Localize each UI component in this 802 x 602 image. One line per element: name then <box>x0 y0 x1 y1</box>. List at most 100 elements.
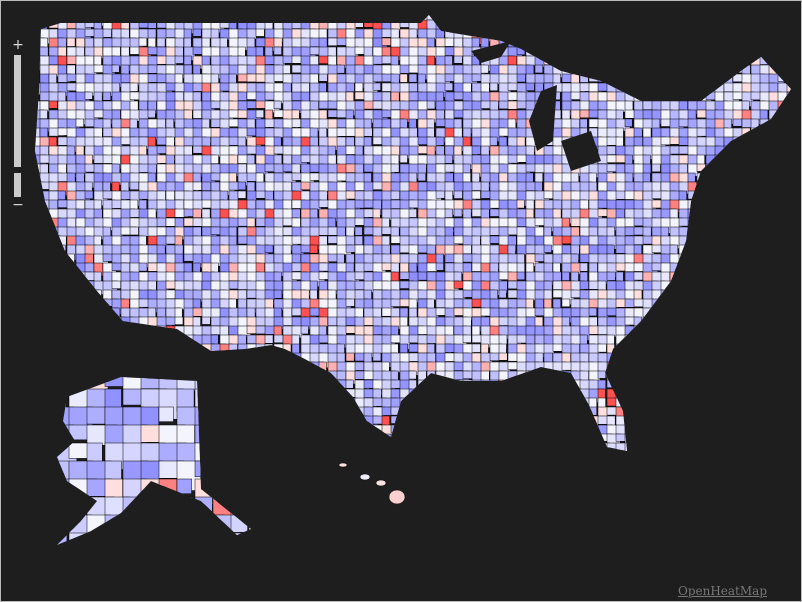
county <box>489 15 505 25</box>
county <box>174 199 185 210</box>
county <box>489 82 499 92</box>
county <box>642 64 651 75</box>
county <box>345 352 355 362</box>
county <box>543 46 560 57</box>
county <box>723 424 734 434</box>
county <box>796 425 801 440</box>
county <box>86 406 106 425</box>
county <box>705 316 717 332</box>
county <box>588 64 600 78</box>
county <box>696 181 711 192</box>
county <box>354 280 366 290</box>
county <box>741 415 755 427</box>
county <box>399 289 410 301</box>
county <box>282 316 293 326</box>
county <box>786 15 791 21</box>
county <box>777 145 789 160</box>
county <box>777 325 788 337</box>
county <box>381 442 395 451</box>
county <box>660 442 675 451</box>
county <box>579 64 595 77</box>
county <box>176 514 204 541</box>
county <box>525 388 541 399</box>
attribution-link[interactable]: OpenHeatMap <box>677 584 767 598</box>
county <box>156 217 167 227</box>
county <box>192 361 204 374</box>
county <box>194 406 211 427</box>
county <box>750 334 761 347</box>
county <box>741 433 754 449</box>
county <box>102 253 113 262</box>
county <box>678 280 693 291</box>
county <box>66 307 75 318</box>
county <box>633 28 649 41</box>
zoom-control: + − <box>12 37 24 213</box>
county <box>444 442 456 451</box>
county <box>786 154 791 170</box>
county <box>111 343 125 354</box>
county <box>489 433 504 442</box>
county <box>678 64 691 76</box>
county <box>687 325 703 339</box>
county <box>66 253 75 268</box>
county <box>786 28 791 44</box>
county <box>696 19 712 34</box>
county <box>669 19 678 34</box>
county <box>147 343 160 357</box>
county <box>228 442 241 451</box>
county <box>309 442 325 451</box>
county <box>35 289 43 302</box>
county <box>318 442 330 451</box>
county <box>678 172 689 183</box>
county <box>318 406 332 418</box>
county <box>39 199 50 215</box>
county <box>696 298 713 311</box>
county <box>201 352 216 364</box>
county <box>111 217 122 228</box>
county <box>210 424 219 437</box>
county <box>84 46 95 58</box>
county <box>624 388 637 399</box>
county <box>732 145 747 159</box>
county <box>606 334 615 345</box>
zoom-out[interactable]: − <box>12 197 24 213</box>
county <box>768 172 783 184</box>
county <box>714 226 728 242</box>
county <box>471 442 487 451</box>
county <box>777 442 791 451</box>
zoom-track <box>14 55 21 167</box>
county <box>210 415 220 432</box>
county <box>248 532 251 545</box>
county <box>183 55 192 65</box>
county <box>246 397 259 410</box>
county <box>633 127 643 138</box>
county <box>714 370 730 381</box>
zoom-in[interactable]: + <box>12 37 24 53</box>
county <box>750 370 760 380</box>
county <box>678 307 693 323</box>
county <box>786 406 791 422</box>
county <box>768 370 778 380</box>
county <box>525 64 535 76</box>
county <box>750 352 765 362</box>
county <box>723 298 732 311</box>
county <box>642 55 654 67</box>
county <box>633 334 649 345</box>
county <box>759 199 775 215</box>
county <box>543 244 552 253</box>
county <box>669 64 684 75</box>
county <box>741 136 755 149</box>
county <box>57 433 69 445</box>
county <box>237 352 249 368</box>
county <box>399 415 415 426</box>
county <box>606 37 615 54</box>
county <box>759 361 771 378</box>
county <box>705 244 715 259</box>
county <box>732 289 746 300</box>
county <box>264 352 275 364</box>
zoom-slider[interactable] <box>14 173 21 197</box>
county <box>265 452 273 466</box>
county <box>796 74 801 85</box>
county <box>552 379 569 394</box>
county <box>345 145 356 155</box>
